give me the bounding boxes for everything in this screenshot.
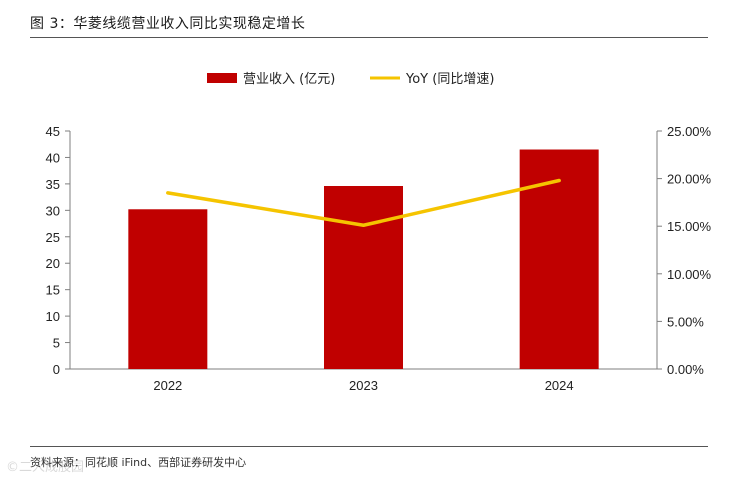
right-tick-label: 20.00%	[667, 172, 712, 187]
revenue-bar-2022	[128, 209, 208, 369]
line-series	[166, 178, 561, 227]
legend-label-revenue: 营业收入 (亿元)	[243, 72, 335, 87]
chart-legend: 营业收入 (亿元) YoY (同比增速)	[207, 72, 494, 87]
left-axis-ticks: 0 5 10 15 20 25 30 35 40 45	[46, 124, 70, 377]
left-tick-label: 25	[46, 230, 60, 245]
right-tick-label: 10.00%	[667, 267, 712, 282]
x-tick-label: 2023	[349, 378, 378, 393]
right-tick-label: 0.00%	[667, 362, 704, 377]
left-tick-label: 45	[46, 124, 60, 139]
right-tick-label: 15.00%	[667, 219, 712, 234]
revenue-bar-2023	[324, 186, 403, 369]
yoy-point-2023	[362, 223, 365, 227]
top-rule	[30, 37, 708, 38]
left-tick-label: 30	[46, 203, 60, 218]
left-tick-label: 35	[46, 177, 60, 192]
left-tick-label: 20	[46, 256, 60, 271]
x-tick-label: 2024	[545, 378, 574, 393]
right-tick-label: 25.00%	[667, 124, 712, 139]
bottom-rule	[30, 446, 708, 447]
x-tick-label: 2022	[153, 378, 182, 393]
figure-title: 图 3：华菱线缆营业收入同比实现稳定增长	[30, 16, 306, 32]
yoy-point-2024	[557, 179, 561, 183]
bar-series	[128, 149, 599, 369]
watermark: ©二人成股园	[6, 460, 85, 475]
left-tick-label: 0	[53, 362, 60, 377]
left-tick-label: 5	[53, 336, 60, 351]
left-tick-label: 10	[46, 309, 60, 324]
left-tick-label: 40	[46, 150, 60, 165]
legend-swatch-revenue	[207, 73, 237, 83]
revenue-bar-2024	[519, 149, 599, 369]
right-tick-label: 5.00%	[667, 314, 704, 329]
x-axis-ticks: 2022 2023 2024	[153, 378, 573, 393]
yoy-point-2022	[166, 191, 170, 195]
right-axis-ticks: 0.00% 5.00% 10.00% 15.00% 20.00% 25.00%	[657, 124, 712, 377]
left-tick-label: 15	[46, 283, 60, 298]
source-note: 资料来源：同花顺 iFind、西部证券研发中心	[30, 456, 247, 469]
legend-label-yoy: YoY (同比增速)	[405, 72, 494, 87]
